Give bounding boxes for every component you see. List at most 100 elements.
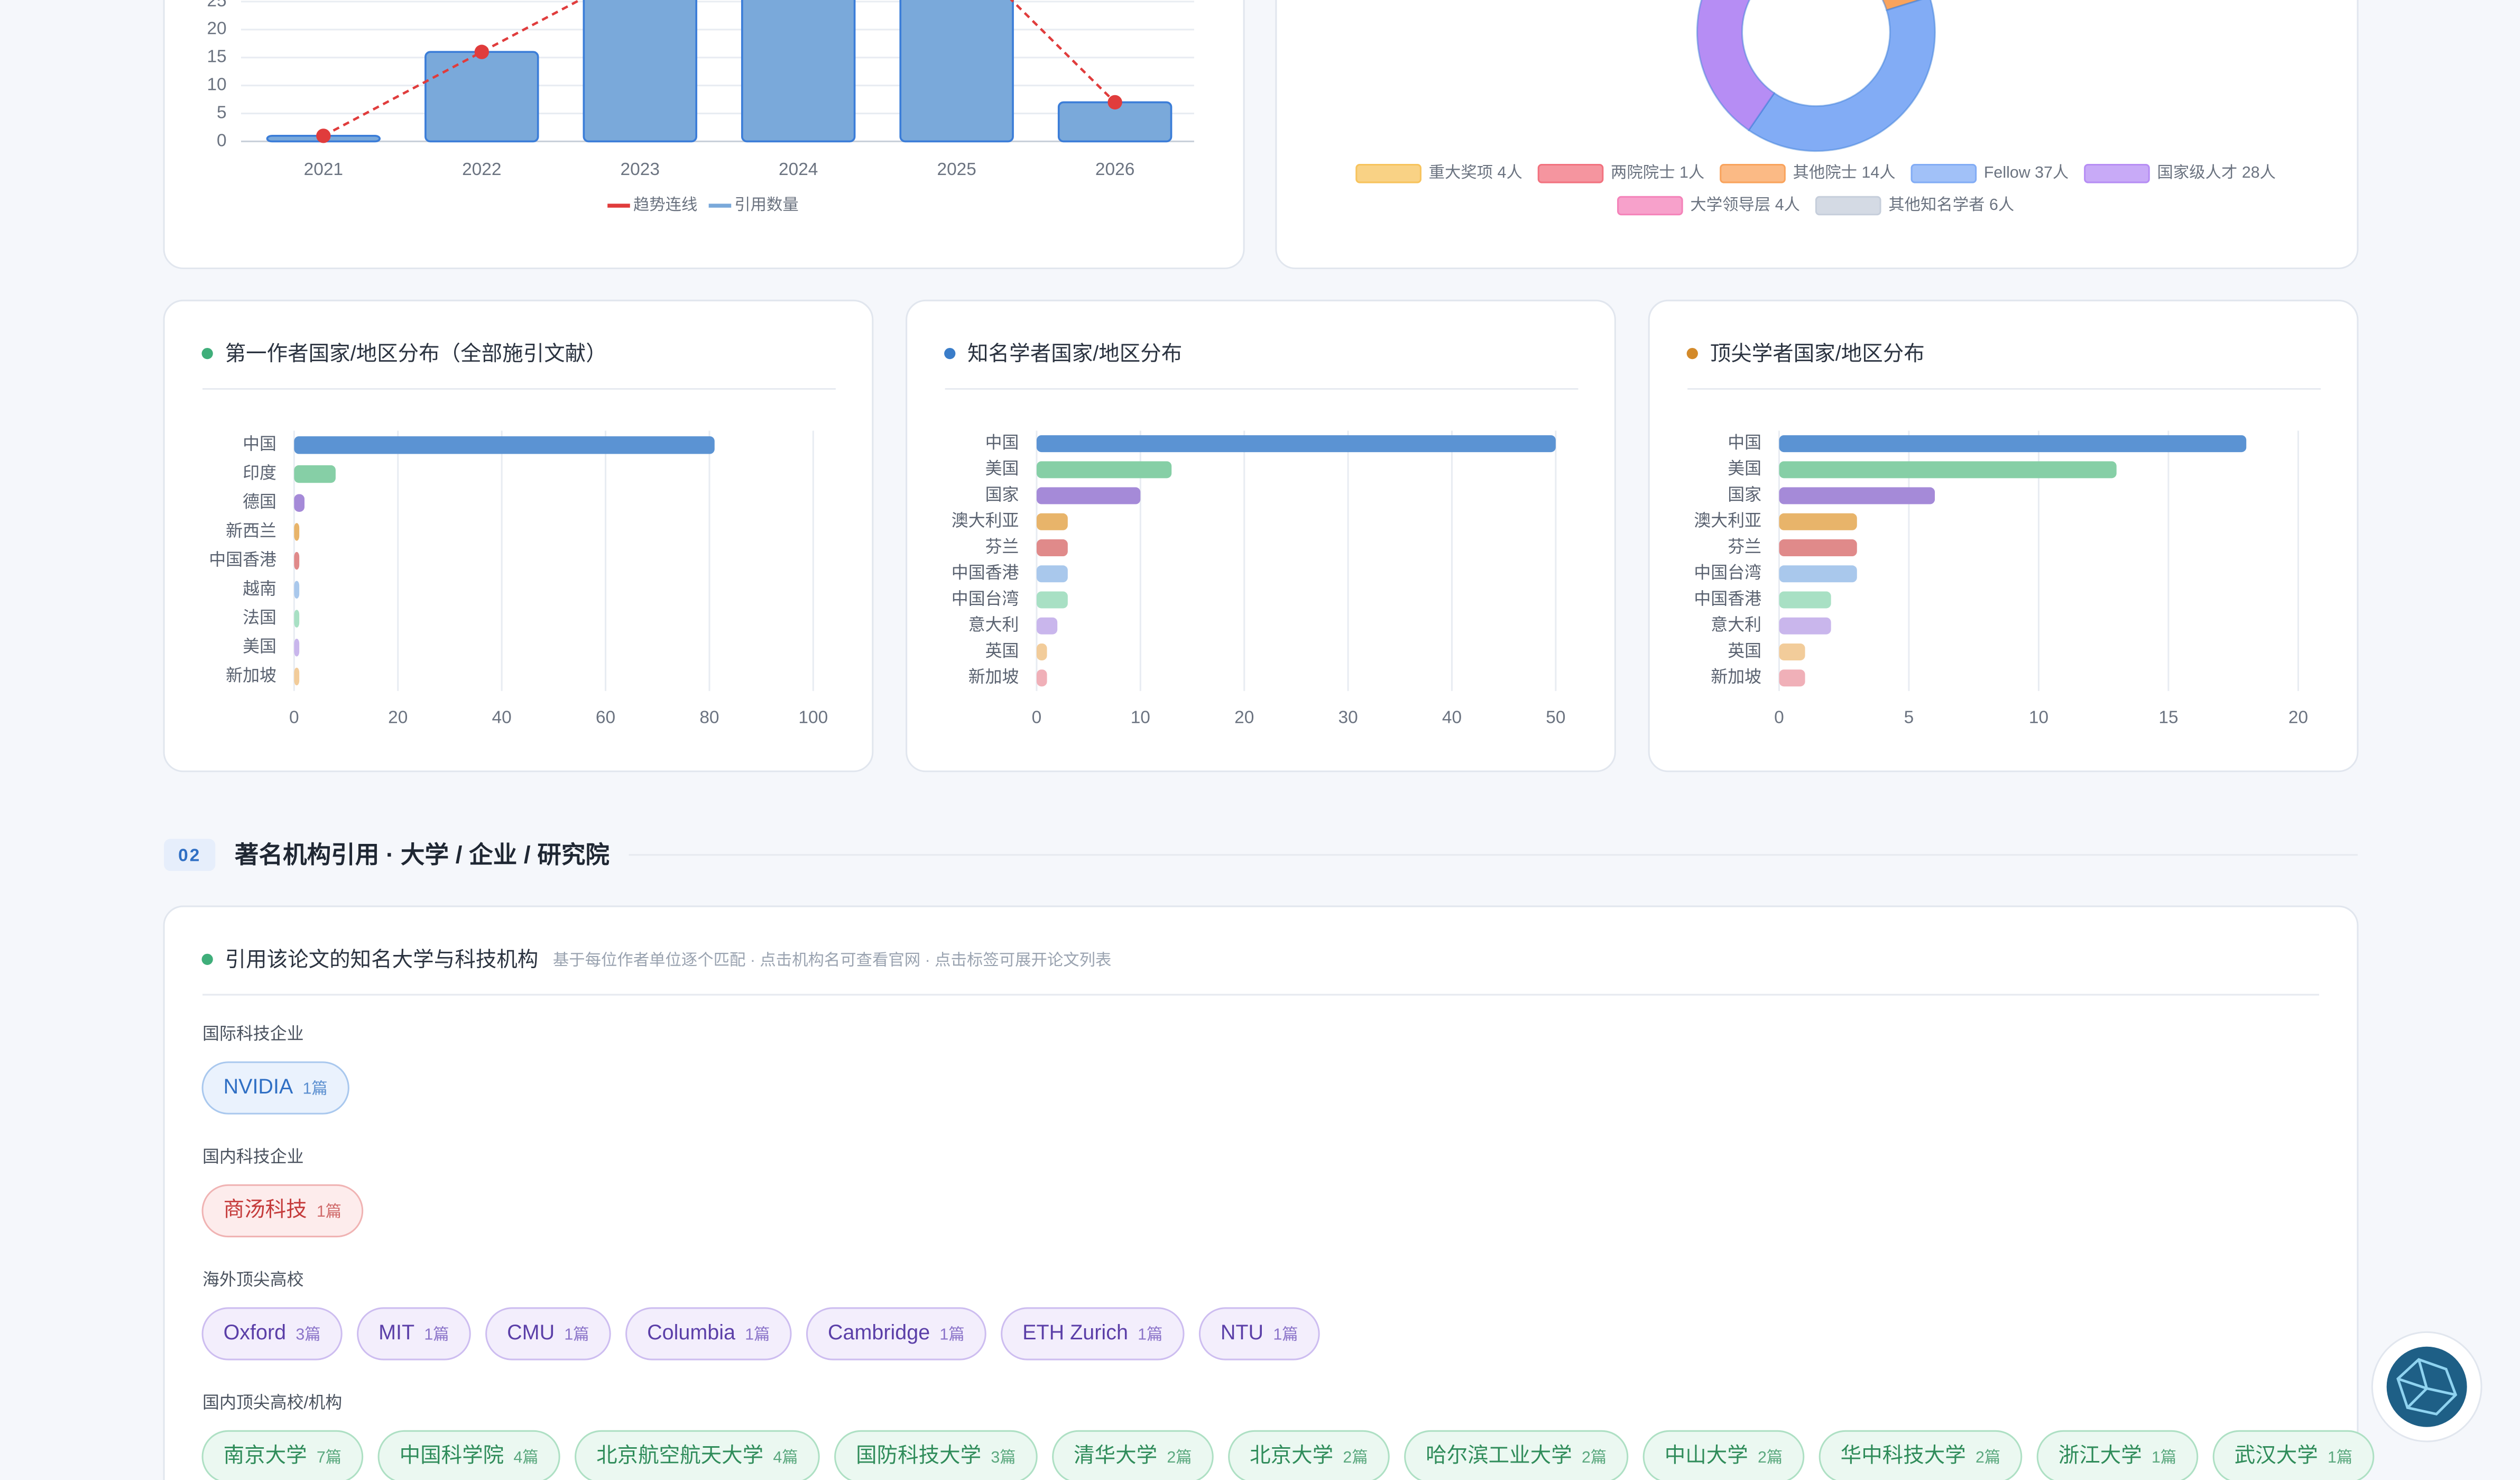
assistant-button[interactable] [2371, 1331, 2482, 1442]
x-tick-label: 60 [596, 707, 615, 727]
institution-name[interactable]: 南京大学 [224, 1444, 307, 1467]
institution-count[interactable]: 3篇 [296, 1326, 320, 1344]
institution-tag[interactable] [201, 1061, 349, 1115]
institution-name[interactable]: NVIDIA [224, 1075, 293, 1098]
y-tick-label: 中国香港 [209, 550, 276, 569]
x-tick-label: 2021 [304, 160, 343, 179]
title-dot [201, 953, 213, 965]
icon-lines [2396, 1358, 2458, 1416]
institution-tag[interactable] [1642, 1430, 1805, 1480]
institution-tag[interactable] [1228, 1430, 1390, 1480]
institution-tag[interactable] [575, 1430, 820, 1480]
institution-name[interactable]: 商汤科技 [224, 1198, 307, 1221]
bar [294, 610, 300, 628]
institution-tag[interactable] [201, 1430, 364, 1480]
institution-card [163, 905, 2359, 1480]
legend-swatch [1537, 163, 1604, 183]
institution-tag[interactable] [2036, 1430, 2199, 1480]
institution-tag[interactable] [1819, 1430, 2023, 1480]
institution-tag[interactable] [1198, 1307, 1320, 1361]
x-tick-label: 20 [2288, 707, 2308, 727]
institution-count[interactable]: 4篇 [773, 1448, 798, 1466]
institution-count[interactable]: 2篇 [1582, 1448, 1607, 1466]
institution-count[interactable]: 2篇 [1167, 1448, 1192, 1466]
x-tick-label: 20 [388, 707, 408, 727]
institution-tag[interactable] [1001, 1307, 1185, 1361]
institution-count[interactable]: 7篇 [317, 1448, 341, 1466]
group-label: 国内科技企业 [202, 1147, 303, 1166]
institution-name[interactable]: 哈尔滨工业大学 [1426, 1444, 1572, 1467]
y-tick-label: 美国 [243, 637, 276, 656]
institution-count[interactable]: 1篇 [424, 1326, 449, 1344]
y-tick-label: 中国 [985, 433, 1019, 452]
legend-label: 引用数量 [734, 196, 799, 214]
y-tick-label: 5 [217, 103, 227, 122]
institution-name[interactable]: 北京大学 [1250, 1444, 1333, 1467]
institution-count[interactable]: 1篇 [2152, 1448, 2176, 1466]
institution-count[interactable]: 2篇 [1758, 1448, 1783, 1466]
institution-name[interactable]: 武汉大学 [2235, 1444, 2318, 1467]
legend-label: 趋势连线 [633, 196, 698, 214]
institution-count[interactable]: 1篇 [939, 1326, 964, 1344]
institution-count[interactable]: 2篇 [1343, 1448, 1368, 1466]
institution-tag[interactable] [806, 1307, 986, 1361]
institution-tag[interactable] [1404, 1430, 1629, 1480]
bar [1036, 565, 1068, 583]
y-tick-label: 新加坡 [226, 666, 276, 685]
institution-tag[interactable] [377, 1430, 560, 1480]
legend-swatch [1720, 163, 1786, 183]
institution-name[interactable]: 浙江大学 [2059, 1444, 2142, 1467]
bar [583, 0, 697, 143]
institution-name[interactable]: MIT [379, 1321, 414, 1344]
trend-line [322, 0, 1116, 137]
x-tick-label: 80 [699, 707, 719, 727]
y-tick-label: 国家 [985, 485, 1019, 504]
donut-segment [1747, 0, 1936, 152]
institution-tag[interactable] [834, 1430, 1038, 1480]
institution-tag[interactable] [201, 1307, 343, 1361]
institution-count[interactable]: 1篇 [564, 1326, 589, 1344]
x-tick-label: 10 [1131, 707, 1150, 727]
x-tick-label: 15 [2158, 707, 2178, 727]
institution-tag[interactable] [485, 1307, 611, 1361]
institution-tag[interactable] [1052, 1430, 1214, 1480]
y-tick-label: 中国 [1728, 433, 1761, 452]
institution-name[interactable]: 中山大学 [1665, 1444, 1748, 1467]
institution-name[interactable]: Cambridge [828, 1321, 930, 1344]
institution-tag[interactable] [625, 1307, 792, 1361]
bar [1036, 435, 1556, 453]
institution-name[interactable]: 中国科学院 [400, 1444, 504, 1467]
institution-count[interactable]: 1篇 [1273, 1326, 1298, 1344]
institution-name[interactable]: CMU [507, 1321, 555, 1344]
institution-name[interactable]: 北京航空航天大学 [596, 1444, 763, 1467]
institution-tag[interactable] [2212, 1430, 2375, 1480]
institution-tag[interactable] [201, 1184, 364, 1238]
institution-name[interactable]: ETH Zurich [1022, 1321, 1128, 1344]
institution-count[interactable]: 4篇 [513, 1448, 538, 1466]
x-tick-label: 2022 [462, 160, 501, 179]
institution-name[interactable]: 清华大学 [1074, 1444, 1157, 1467]
institution-name[interactable]: Columbia [647, 1321, 735, 1344]
institution-count[interactable]: 1篇 [317, 1202, 341, 1220]
institution-name[interactable]: 华中科技大学 [1841, 1444, 1966, 1467]
chart-title: 顶尖学者国家/地区分布 [1710, 342, 1925, 365]
institution-count[interactable]: 1篇 [745, 1326, 770, 1344]
bar [1036, 669, 1047, 687]
institution-tag[interactable] [357, 1307, 471, 1361]
institution-name[interactable]: Oxford [224, 1321, 287, 1344]
group-label: 国内顶尖高校/机构 [202, 1393, 342, 1412]
institution-count[interactable]: 3篇 [991, 1448, 1016, 1466]
institution-count[interactable]: 1篇 [303, 1080, 328, 1098]
institution-name[interactable]: NTU [1221, 1321, 1263, 1344]
section-number: 02 [178, 846, 201, 866]
trend-point [1107, 95, 1122, 110]
institution-count[interactable]: 1篇 [2328, 1448, 2352, 1466]
institution-count[interactable]: 1篇 [1138, 1326, 1162, 1344]
y-tick-label: 中国台湾 [952, 589, 1019, 608]
institution-name[interactable]: 国防科技大学 [856, 1444, 981, 1467]
bar [1036, 591, 1068, 609]
y-tick-label: 英国 [985, 641, 1019, 660]
bar [741, 0, 856, 143]
institution-count[interactable]: 2篇 [1976, 1448, 2000, 1466]
x-tick-label: 100 [798, 707, 828, 727]
